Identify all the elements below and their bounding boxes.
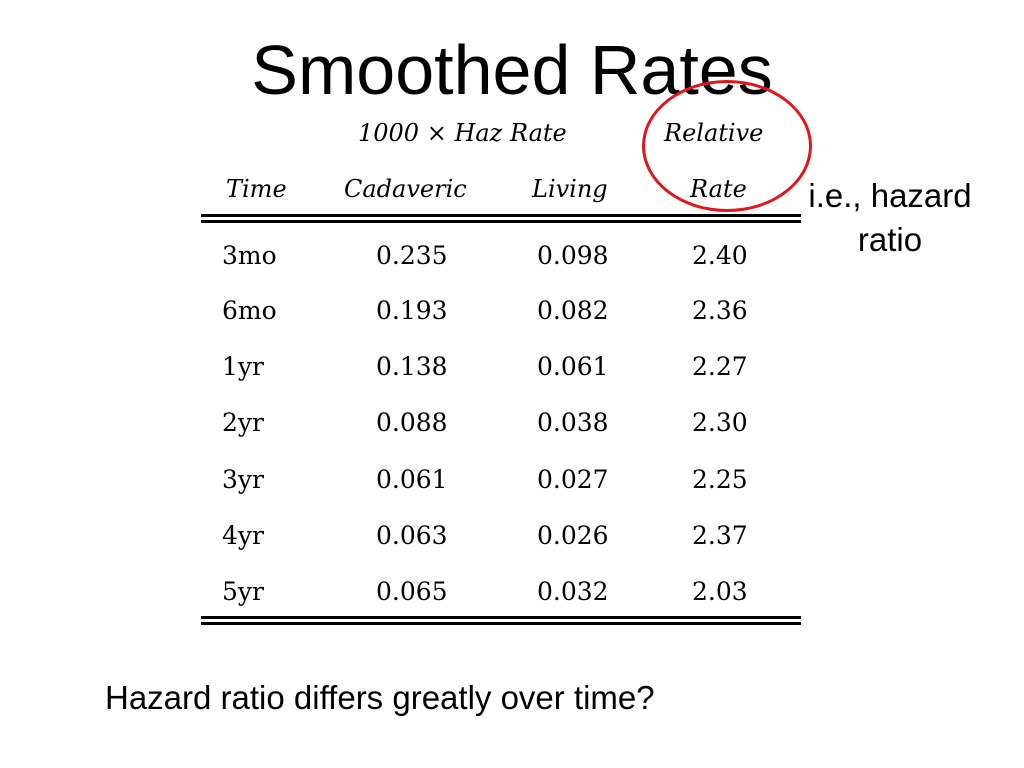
footer-rule-bottom bbox=[201, 622, 801, 625]
cell-time: 3yr bbox=[222, 465, 264, 494]
cell-relative-rate: 2.40 bbox=[692, 241, 748, 270]
cell-cadaveric: 0.063 bbox=[376, 521, 448, 550]
cell-relative-rate: 2.30 bbox=[692, 408, 748, 437]
cell-cadaveric: 0.235 bbox=[376, 241, 448, 270]
cell-time: 4yr bbox=[222, 521, 264, 550]
cell-relative-rate: 2.25 bbox=[692, 465, 748, 494]
cell-cadaveric: 0.065 bbox=[376, 577, 448, 606]
cell-living: 0.027 bbox=[537, 465, 609, 494]
column-header-living: Living bbox=[532, 175, 608, 203]
column-header-cadaveric: Cadaveric bbox=[344, 175, 467, 203]
cell-time: 6mo bbox=[222, 296, 277, 325]
annotation-line: i.e., hazard bbox=[808, 177, 972, 214]
footer-question: Hazard ratio differs greatly over time? bbox=[105, 679, 655, 716]
header-rule-top bbox=[201, 214, 801, 217]
header-rule-bottom bbox=[201, 220, 801, 223]
cell-relative-rate: 2.03 bbox=[692, 577, 748, 606]
group-header-haz-rate: 1000 × Haz Rate bbox=[358, 119, 567, 147]
cell-living: 0.026 bbox=[537, 521, 609, 550]
cell-time: 1yr bbox=[222, 352, 264, 381]
cell-time: 2yr bbox=[222, 408, 264, 437]
cell-relative-rate: 2.36 bbox=[692, 296, 748, 325]
cell-time: 5yr bbox=[222, 577, 264, 606]
cell-living: 0.038 bbox=[537, 408, 609, 437]
cell-living: 0.098 bbox=[537, 241, 609, 270]
cell-cadaveric: 0.138 bbox=[376, 352, 448, 381]
annotation: i.e., hazard ratio bbox=[770, 174, 1010, 262]
cell-relative-rate: 2.37 bbox=[692, 521, 748, 550]
annotation-line: ratio bbox=[857, 221, 923, 258]
slide-title: Smoothed Rates bbox=[251, 31, 773, 109]
highlight-circle bbox=[642, 80, 812, 212]
cell-living: 0.061 bbox=[537, 352, 609, 381]
cell-living: 0.032 bbox=[537, 577, 609, 606]
cell-living: 0.082 bbox=[537, 296, 609, 325]
cell-cadaveric: 0.193 bbox=[376, 296, 448, 325]
cell-cadaveric: 0.061 bbox=[376, 465, 448, 494]
column-header-time: Time bbox=[226, 175, 287, 203]
footer-rule-top bbox=[201, 616, 801, 619]
cell-time: 3mo bbox=[222, 241, 277, 270]
cell-cadaveric: 0.088 bbox=[376, 408, 448, 437]
cell-relative-rate: 2.27 bbox=[692, 352, 748, 381]
